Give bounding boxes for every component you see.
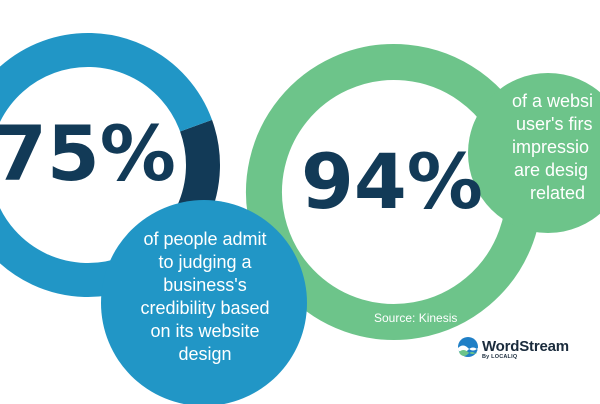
slice-value [0, 33, 213, 297]
source-note: Source: Kinesis [374, 311, 458, 325]
caption-line: design [178, 344, 232, 364]
caption-75: of people admit to judging a business's … [120, 228, 290, 366]
wordstream-logo: WordStream By LOCALIQ [458, 337, 578, 363]
caption-line: are desig [514, 160, 589, 180]
caption-line: credibility based [140, 298, 270, 318]
logo-subtitle: By LOCALIQ [482, 354, 518, 360]
caption-94: of a websi user's firs impressio are des… [490, 90, 600, 205]
caption-bubble-94 [468, 73, 600, 233]
caption-line: related [530, 183, 586, 203]
percent-label-75: 75% [0, 109, 176, 198]
caption-line: impressio [512, 137, 590, 157]
caption-line: of people admit [143, 229, 267, 249]
wordstream-wave-icon [458, 337, 478, 357]
caption-line: business's [163, 275, 247, 295]
caption-bubble-75 [101, 200, 307, 404]
caption-line: on its website [150, 321, 260, 341]
logo-name: WordStream [482, 338, 569, 355]
caption-line: of a websi [512, 91, 594, 111]
caption-line: to judging a [158, 252, 252, 272]
percent-label-94: 94% [301, 137, 483, 226]
caption-line: user's firs [516, 114, 593, 134]
